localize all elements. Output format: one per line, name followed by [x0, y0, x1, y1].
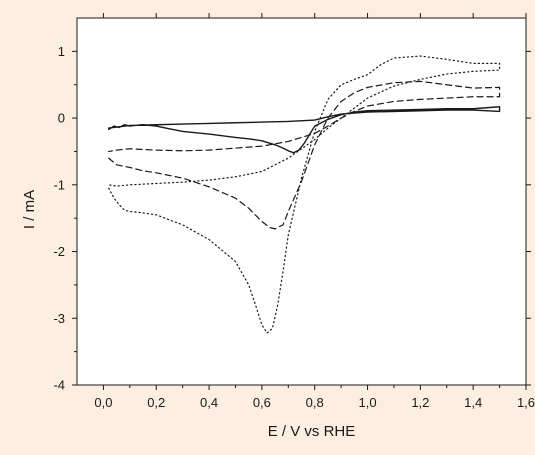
x-tick-label: 1,2: [411, 395, 429, 410]
plot-area: [77, 18, 526, 385]
x-tick-label: 0,2: [147, 395, 165, 410]
series-line-solid: [107, 106, 501, 154]
series-line-dashed: [108, 80, 501, 230]
y-tick-label: -1: [53, 177, 65, 192]
x-tick-label: 1,0: [358, 395, 376, 410]
y-axis-label: I / mA: [21, 190, 38, 229]
x-tick-label: 0,6: [253, 395, 271, 410]
series-line-dotted: [108, 55, 501, 334]
x-tick-label: 1,6: [517, 395, 535, 410]
y-tick-label: -2: [53, 244, 65, 259]
x-tick-label: 0,0: [94, 395, 112, 410]
x-tick-label: 1,4: [464, 395, 482, 410]
axes-layer: 0,0 0,2 0,4 0,6 0,8 1,0 1,2 1,4 1,6 -4 -3 -2 -1 0 1: [53, 13, 535, 410]
x-tick-label: 0,4: [200, 395, 218, 410]
y-tick-label: -4: [53, 378, 65, 393]
x-axis-label: E / V vs RHE: [268, 423, 356, 440]
plot-frame: [76, 17, 527, 386]
series-layer: [107, 55, 501, 334]
y-tick-label: -3: [53, 311, 65, 326]
y-tick-label: 1: [58, 44, 65, 59]
y-tick-label: 0: [58, 111, 65, 126]
x-tick-label: 0,8: [306, 395, 324, 410]
